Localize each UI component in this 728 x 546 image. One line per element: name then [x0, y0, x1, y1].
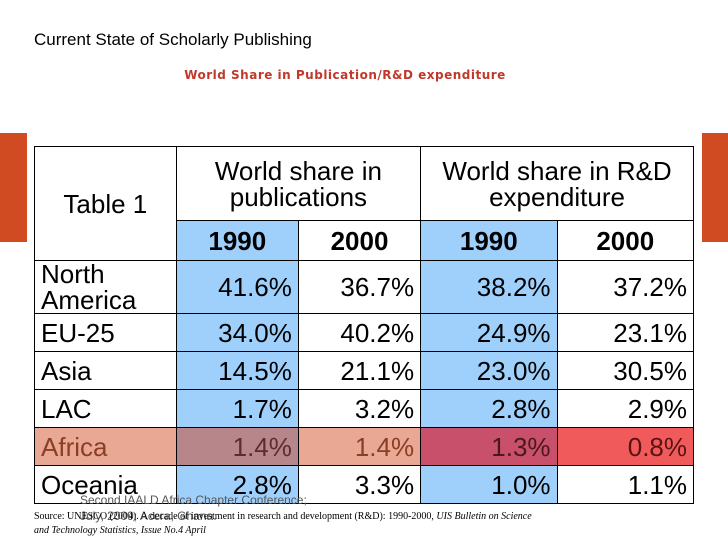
rd-2000-cell: 1.1% [556, 465, 695, 504]
header-year-pub-1990: 1990 [175, 220, 299, 261]
header-rd-expenditure: World share in R&D expenditure [420, 146, 694, 221]
rd-1990-cell: 1.0% [420, 465, 558, 504]
rd-1990-cell: 24.9% [420, 313, 558, 352]
world-share-table: Table 1 World share in publications Worl… [34, 146, 695, 504]
table-row-africa: Africa 1.4% 1.4% 1.3% 0.8% [34, 427, 695, 466]
rd-2000-cell: 37.2% [556, 260, 695, 314]
pub-2000-cell: 36.7% [297, 260, 422, 314]
pub-2000-cell: 3.3% [297, 465, 422, 504]
conference-footer: Second IAALD Africa Chapter Conference; … [80, 493, 420, 524]
footer-line-1: Second IAALD Africa Chapter Conference; [80, 493, 307, 507]
region-cell: Africa [34, 427, 177, 466]
pub-1990-cell: 14.5% [175, 351, 299, 390]
table-row: North America 41.6% 36.7% 38.2% 37.2% [34, 260, 695, 314]
header-year-rd-1990: 1990 [420, 220, 558, 261]
footer-line-2: July, 2009; Accra, Ghana. [80, 508, 217, 523]
rd-1990-cell: 38.2% [420, 260, 558, 314]
source-italic-1: UIS Bulletin on Science [436, 511, 532, 522]
rd-1990-cell: 2.8% [420, 389, 558, 428]
region-cell: LAC [34, 389, 177, 428]
pub-1990-cell: 1.4% [175, 427, 299, 466]
slide-title: Current State of Scholarly Publishing [34, 30, 312, 49]
pub-1990-cell: 1.7% [175, 389, 299, 428]
pub-1990-cell: 2.8% [175, 465, 299, 504]
table-header-row: Table 1 World share in publications Worl… [34, 146, 694, 261]
region-cell: EU-25 [34, 313, 177, 352]
slide-subtitle: World Share in Publication/R&D expenditu… [184, 68, 506, 82]
pub-2000-cell: 21.1% [297, 351, 422, 390]
pub-1990-cell: 41.6% [175, 260, 299, 314]
rd-1990-cell: 23.0% [420, 351, 558, 390]
rd-2000-cell: 2.9% [556, 389, 695, 428]
pub-2000-cell: 40.2% [297, 313, 422, 352]
header-year-rd-2000: 2000 [556, 220, 695, 261]
source-prefix: Source: UNESCO (2004). A decade of inves… [34, 511, 434, 522]
pub-2000-cell: 3.2% [297, 389, 422, 428]
source-citation: Source: UNESCO (2004). A decade of inves… [34, 510, 674, 537]
rd-2000-cell: 0.8% [556, 427, 695, 466]
rd-2000-cell: 23.1% [556, 313, 695, 352]
table-row: LAC 1.7% 3.2% 2.8% 2.9% [34, 389, 695, 428]
region-cell: North America [34, 260, 177, 314]
table-row: Oceania 2.8% 3.3% 1.0% 1.1% [34, 465, 695, 504]
table-row: Asia 14.5% 21.1% 23.0% 30.5% [34, 351, 695, 390]
table-label: Table 1 [34, 146, 177, 261]
source-italic-2: and Technology Statistics, Issue No.4 Ap… [34, 524, 206, 536]
pub-2000-cell: 1.4% [297, 427, 422, 466]
rd-2000-cell: 30.5% [556, 351, 695, 390]
table-year-row: 1990 2000 1990 2000 [35, 220, 695, 261]
pub-1990-cell: 34.0% [175, 313, 299, 352]
header-year-pub-2000: 2000 [297, 220, 422, 261]
region-cell: Oceania [34, 465, 177, 504]
region-cell: Asia [34, 351, 177, 390]
header-publications: World share in publications [175, 146, 422, 221]
table-row: EU-25 34.0% 40.2% 24.9% 23.1% [34, 313, 695, 352]
rd-1990-cell: 1.3% [420, 427, 558, 466]
